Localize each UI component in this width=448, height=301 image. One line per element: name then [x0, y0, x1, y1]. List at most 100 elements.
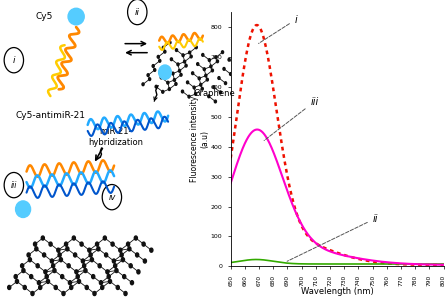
- Circle shape: [72, 236, 75, 240]
- Circle shape: [172, 72, 174, 75]
- Circle shape: [70, 285, 73, 290]
- Circle shape: [69, 281, 72, 285]
- Text: Graphene: Graphene: [194, 89, 236, 98]
- Circle shape: [214, 100, 216, 103]
- Circle shape: [129, 264, 132, 268]
- Text: i: i: [13, 56, 15, 65]
- X-axis label: Wavelength (nm): Wavelength (nm): [301, 287, 374, 296]
- Circle shape: [14, 275, 17, 279]
- Circle shape: [121, 258, 125, 262]
- Circle shape: [62, 291, 65, 296]
- Circle shape: [66, 247, 69, 251]
- Circle shape: [58, 253, 61, 257]
- Circle shape: [95, 242, 99, 246]
- Circle shape: [165, 67, 168, 70]
- Circle shape: [92, 275, 95, 279]
- Circle shape: [39, 285, 42, 290]
- Circle shape: [103, 236, 106, 240]
- Circle shape: [224, 82, 227, 85]
- Circle shape: [59, 258, 62, 262]
- Circle shape: [137, 270, 140, 274]
- Text: Cy5-antimiR-21: Cy5-antimiR-21: [16, 111, 86, 120]
- Circle shape: [82, 264, 86, 268]
- Circle shape: [116, 285, 119, 290]
- Circle shape: [178, 70, 181, 72]
- Circle shape: [206, 78, 208, 81]
- Circle shape: [143, 259, 146, 263]
- Circle shape: [126, 242, 129, 246]
- Circle shape: [98, 264, 101, 268]
- Circle shape: [162, 46, 164, 49]
- Circle shape: [37, 281, 40, 285]
- Circle shape: [159, 60, 161, 62]
- Circle shape: [101, 285, 104, 290]
- Circle shape: [182, 54, 184, 57]
- Circle shape: [31, 291, 34, 296]
- Circle shape: [44, 270, 47, 274]
- Circle shape: [176, 49, 177, 51]
- Circle shape: [201, 87, 203, 90]
- Circle shape: [85, 285, 88, 290]
- Circle shape: [198, 77, 200, 80]
- Ellipse shape: [68, 8, 84, 25]
- Circle shape: [215, 56, 217, 59]
- Circle shape: [82, 259, 84, 263]
- Text: ii: ii: [287, 213, 378, 261]
- Circle shape: [124, 291, 127, 296]
- Text: iii: iii: [11, 181, 17, 190]
- Circle shape: [76, 275, 79, 279]
- Circle shape: [54, 285, 57, 290]
- Circle shape: [107, 275, 110, 279]
- Circle shape: [221, 51, 224, 54]
- Circle shape: [115, 268, 118, 273]
- Circle shape: [90, 258, 94, 262]
- Circle shape: [184, 60, 185, 63]
- Circle shape: [23, 285, 26, 290]
- Circle shape: [223, 67, 225, 70]
- Circle shape: [186, 81, 189, 84]
- Circle shape: [169, 41, 171, 44]
- Circle shape: [216, 60, 219, 63]
- Circle shape: [45, 275, 48, 279]
- Circle shape: [189, 51, 191, 54]
- Circle shape: [208, 95, 210, 98]
- Y-axis label: Fluorescence intensity
(a.u): Fluorescence intensity (a.u): [190, 96, 209, 182]
- Text: iv: iv: [108, 193, 116, 202]
- Circle shape: [220, 91, 221, 94]
- Circle shape: [190, 55, 192, 58]
- Circle shape: [192, 72, 194, 75]
- Circle shape: [128, 247, 131, 251]
- Circle shape: [108, 279, 112, 284]
- Circle shape: [168, 88, 170, 91]
- Text: iii: iii: [264, 97, 319, 141]
- Circle shape: [36, 264, 39, 268]
- Circle shape: [80, 242, 83, 246]
- Circle shape: [154, 69, 156, 71]
- Circle shape: [43, 253, 46, 257]
- Circle shape: [8, 285, 11, 290]
- Circle shape: [202, 54, 204, 56]
- Circle shape: [193, 86, 195, 89]
- Text: ii: ii: [135, 8, 140, 17]
- Circle shape: [228, 58, 230, 61]
- Circle shape: [114, 264, 117, 268]
- Circle shape: [41, 236, 44, 240]
- Circle shape: [111, 242, 114, 246]
- Circle shape: [203, 68, 205, 70]
- Circle shape: [15, 279, 18, 284]
- Circle shape: [21, 264, 24, 268]
- Circle shape: [53, 268, 56, 273]
- Circle shape: [188, 95, 190, 98]
- Circle shape: [50, 259, 53, 263]
- Circle shape: [149, 78, 151, 80]
- Circle shape: [106, 270, 109, 274]
- Circle shape: [160, 76, 162, 79]
- Circle shape: [52, 264, 55, 268]
- Circle shape: [235, 64, 237, 66]
- Circle shape: [147, 74, 149, 76]
- Circle shape: [210, 65, 212, 68]
- Circle shape: [170, 58, 172, 61]
- Circle shape: [47, 279, 50, 284]
- Circle shape: [78, 279, 81, 284]
- Ellipse shape: [159, 65, 171, 79]
